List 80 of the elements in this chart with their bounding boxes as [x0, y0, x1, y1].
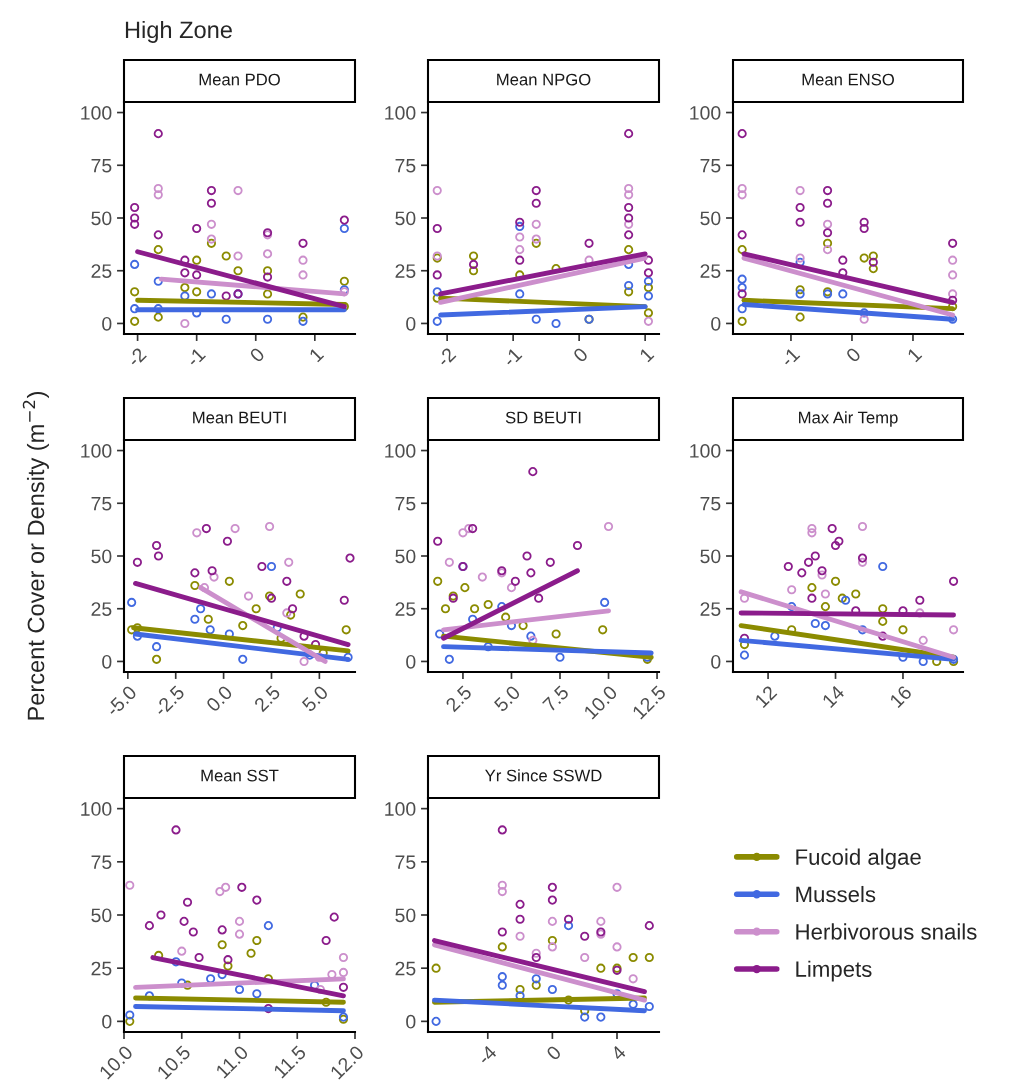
x-tick-label: -1	[502, 346, 523, 368]
y-tick-label: 25	[395, 264, 416, 278]
y-tick-label: 50	[395, 908, 416, 923]
y-tick-label: 25	[91, 961, 112, 976]
y-tick-label: 100	[690, 106, 721, 120]
y-axis-title: Percent Cover or Density (m$^{−2}$)	[22, 392, 49, 720]
x-tick-label: 14	[821, 684, 846, 709]
y-tick-label: 75	[395, 855, 416, 870]
x-tick-label: 0	[572, 346, 589, 364]
y-tick-label: 50	[395, 549, 416, 564]
x-tick-label: -2	[435, 346, 457, 368]
legend-label: Limpets	[796, 960, 872, 982]
x-tick-label: 0	[545, 1044, 562, 1062]
y-tick-label: 0	[102, 1014, 112, 1029]
y-tick-label: 75	[91, 496, 112, 511]
x-tick-label: 12	[754, 684, 778, 709]
y-tick-label: 75	[395, 496, 416, 511]
x-tick-label: -1	[185, 346, 206, 368]
y-tick-label: 100	[385, 106, 416, 120]
x-tick-label: 2.5	[444, 684, 473, 713]
x-tick-label: 4	[610, 1044, 627, 1062]
chart-title: SD BEUTI	[505, 411, 581, 424]
x-tick-label: 0	[845, 346, 862, 364]
x-tick-label: 11.0	[215, 1044, 250, 1079]
y-tick-label: 0	[102, 316, 112, 331]
y-tick-label: 100	[385, 802, 416, 816]
legend-label: Fucoid algae	[796, 848, 921, 870]
x-tick-label: -1	[779, 346, 801, 368]
y-tick-label: 0	[102, 654, 112, 669]
x-tick-label: 0	[249, 346, 266, 364]
y-tick-label: 25	[395, 961, 416, 976]
x-tick-label: 1	[906, 346, 923, 363]
chart-title: Mean SST	[201, 769, 279, 782]
x-tick-label: 1	[308, 346, 325, 363]
y-tick-label: 75	[395, 158, 416, 173]
chart-title: Mean BEUTI	[193, 411, 286, 424]
x-tick-label: 5.0	[493, 684, 522, 713]
x-tick-label: 7.5	[542, 684, 570, 713]
chart-title: Yr Since SSWD	[485, 769, 602, 782]
y-tick-label: 100	[81, 802, 112, 816]
chart-title: Mean PDO	[199, 73, 280, 86]
y-tick-label: 25	[91, 264, 112, 278]
y-tick-label: 25	[700, 602, 721, 616]
y-tick-label: 75	[91, 158, 112, 173]
x-tick-label: 1	[639, 346, 655, 363]
y-tick-label: 50	[91, 549, 112, 564]
text: High Zone	[125, 20, 232, 43]
y-tick-label: 50	[91, 908, 112, 923]
x-tick-label: 16	[889, 684, 913, 709]
chart-title: Max Air Temp	[799, 411, 898, 427]
y-tick-label: 75	[91, 855, 112, 870]
y-tick-label: 25	[395, 602, 416, 616]
y-tick-label: 0	[711, 316, 721, 331]
x-tick-label: -2	[126, 346, 147, 368]
x-tick-label: -2.5	[153, 684, 186, 717]
legend-label: Herbivorous snails	[796, 923, 977, 940]
y-tick-label: 50	[395, 211, 416, 226]
legend-label: Mussels	[796, 885, 876, 903]
y-tick-label: 75	[700, 496, 721, 511]
x-tick-label: 5.0	[301, 684, 329, 713]
chart-title: Mean ENSO	[802, 73, 894, 86]
y-tick-label: 25	[700, 264, 721, 278]
y-tick-label: 50	[700, 211, 721, 226]
y-tick-label: 25	[91, 602, 112, 616]
y-tick-label: 100	[385, 444, 416, 458]
y-tick-label: 0	[406, 316, 416, 331]
x-tick-label: 2.5	[253, 684, 282, 713]
y-tick-label: 100	[81, 444, 112, 458]
x-tick-label: 0.0	[205, 684, 234, 713]
y-tick-label: 0	[406, 654, 416, 669]
x-tick-label: -4	[476, 1044, 498, 1066]
y-tick-label: 75	[700, 158, 721, 173]
y-tick-label: 50	[700, 549, 721, 564]
x-tick-label: -5.0	[105, 684, 138, 717]
y-tick-label: 0	[406, 1014, 416, 1029]
y-tick-label: 50	[91, 211, 112, 226]
y-tick-label: 100	[690, 444, 721, 458]
y-tick-label: 0	[711, 654, 721, 669]
chart-title: Mean NPGO	[497, 73, 591, 86]
y-tick-label: 100	[81, 106, 112, 120]
